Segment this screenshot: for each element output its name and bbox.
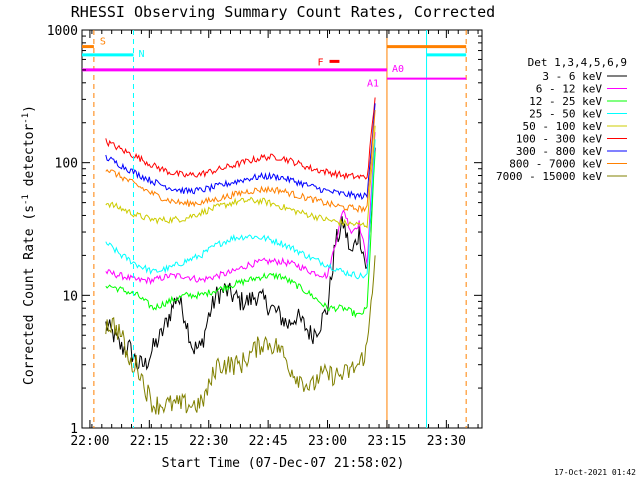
series-line-7 bbox=[105, 103, 376, 201]
x-tick-label: 22:45 bbox=[249, 434, 288, 449]
plot-border bbox=[81, 29, 483, 429]
legend-entry-label: 800 - 7000 keV bbox=[509, 158, 602, 171]
series-line-8 bbox=[105, 109, 376, 214]
legend-entry-label: 100 - 300 keV bbox=[516, 133, 602, 146]
y-axis-label: Corrected Count Rate (s-1 detector-1) bbox=[21, 105, 37, 385]
y-axis-label-main: Corrected Count Rate (s bbox=[22, 205, 37, 385]
series-layer bbox=[105, 97, 376, 415]
x-tick-label: 22:15 bbox=[130, 434, 169, 449]
axes-layer: 1 10 100 1000 22:00 22:15 22:30 22:45 23:00 23:15… bbox=[47, 24, 482, 449]
x-tick-label: 23:00 bbox=[308, 434, 347, 449]
legend-entry-label: 3 - 6 keV bbox=[542, 70, 602, 83]
y-axis-label-sup1: -1 bbox=[21, 194, 31, 205]
x-tick-label: 22:00 bbox=[70, 434, 109, 449]
x-tick-label: 22:30 bbox=[189, 434, 228, 449]
legend-entry-label: 7000 - 15000 keV bbox=[496, 170, 602, 183]
series-line-6 bbox=[105, 97, 376, 181]
series-line-9 bbox=[105, 255, 376, 415]
legend-entry-label: 6 - 12 keV bbox=[536, 83, 603, 96]
annotation-layer: S N A0 A1 F bbox=[82, 30, 467, 428]
series-line-5 bbox=[105, 125, 376, 229]
flare-label: F bbox=[318, 57, 324, 68]
y-tick-label: 1000 bbox=[47, 24, 78, 39]
attenuator-a0-label: A0 bbox=[392, 64, 404, 75]
y-axis-label-mid: detector bbox=[22, 124, 37, 195]
series-line-3 bbox=[105, 152, 376, 319]
x-axis-label: Start Time (07-Dec-07 21:58:02) bbox=[162, 456, 405, 471]
y-axis-label-sup2: -1 bbox=[21, 113, 31, 124]
saa-label: S bbox=[100, 37, 106, 48]
legend-header: Det 1,3,4,5,6,9 bbox=[528, 56, 627, 69]
series-line-1 bbox=[105, 147, 376, 371]
chart-title: RHESSI Observing Summary Count Rates, Co… bbox=[71, 3, 495, 21]
attenuator-a1-label: A1 bbox=[367, 79, 379, 90]
y-tick-label: 100 bbox=[55, 157, 78, 172]
legend-entry-label: 50 - 100 keV bbox=[523, 120, 603, 133]
plot-frame bbox=[81, 29, 483, 429]
series-line-4 bbox=[105, 139, 376, 280]
y-tick-label: 1 bbox=[70, 422, 78, 437]
series-line-2 bbox=[105, 132, 376, 286]
x-tick-label: 23:15 bbox=[367, 434, 406, 449]
y-tick-label: 10 bbox=[62, 289, 78, 304]
x-tick-label: 23:30 bbox=[427, 434, 466, 449]
y-axis-label-end: ) bbox=[22, 105, 37, 113]
footer-timestamp: 17-Oct-2021 01:42 bbox=[554, 468, 636, 477]
legend-entry-label: 12 - 25 keV bbox=[529, 95, 602, 108]
night-label: N bbox=[138, 49, 144, 60]
legend-entry-label: 300 - 800 keV bbox=[516, 145, 602, 158]
legend-entry-label: 25 - 50 keV bbox=[529, 108, 602, 121]
